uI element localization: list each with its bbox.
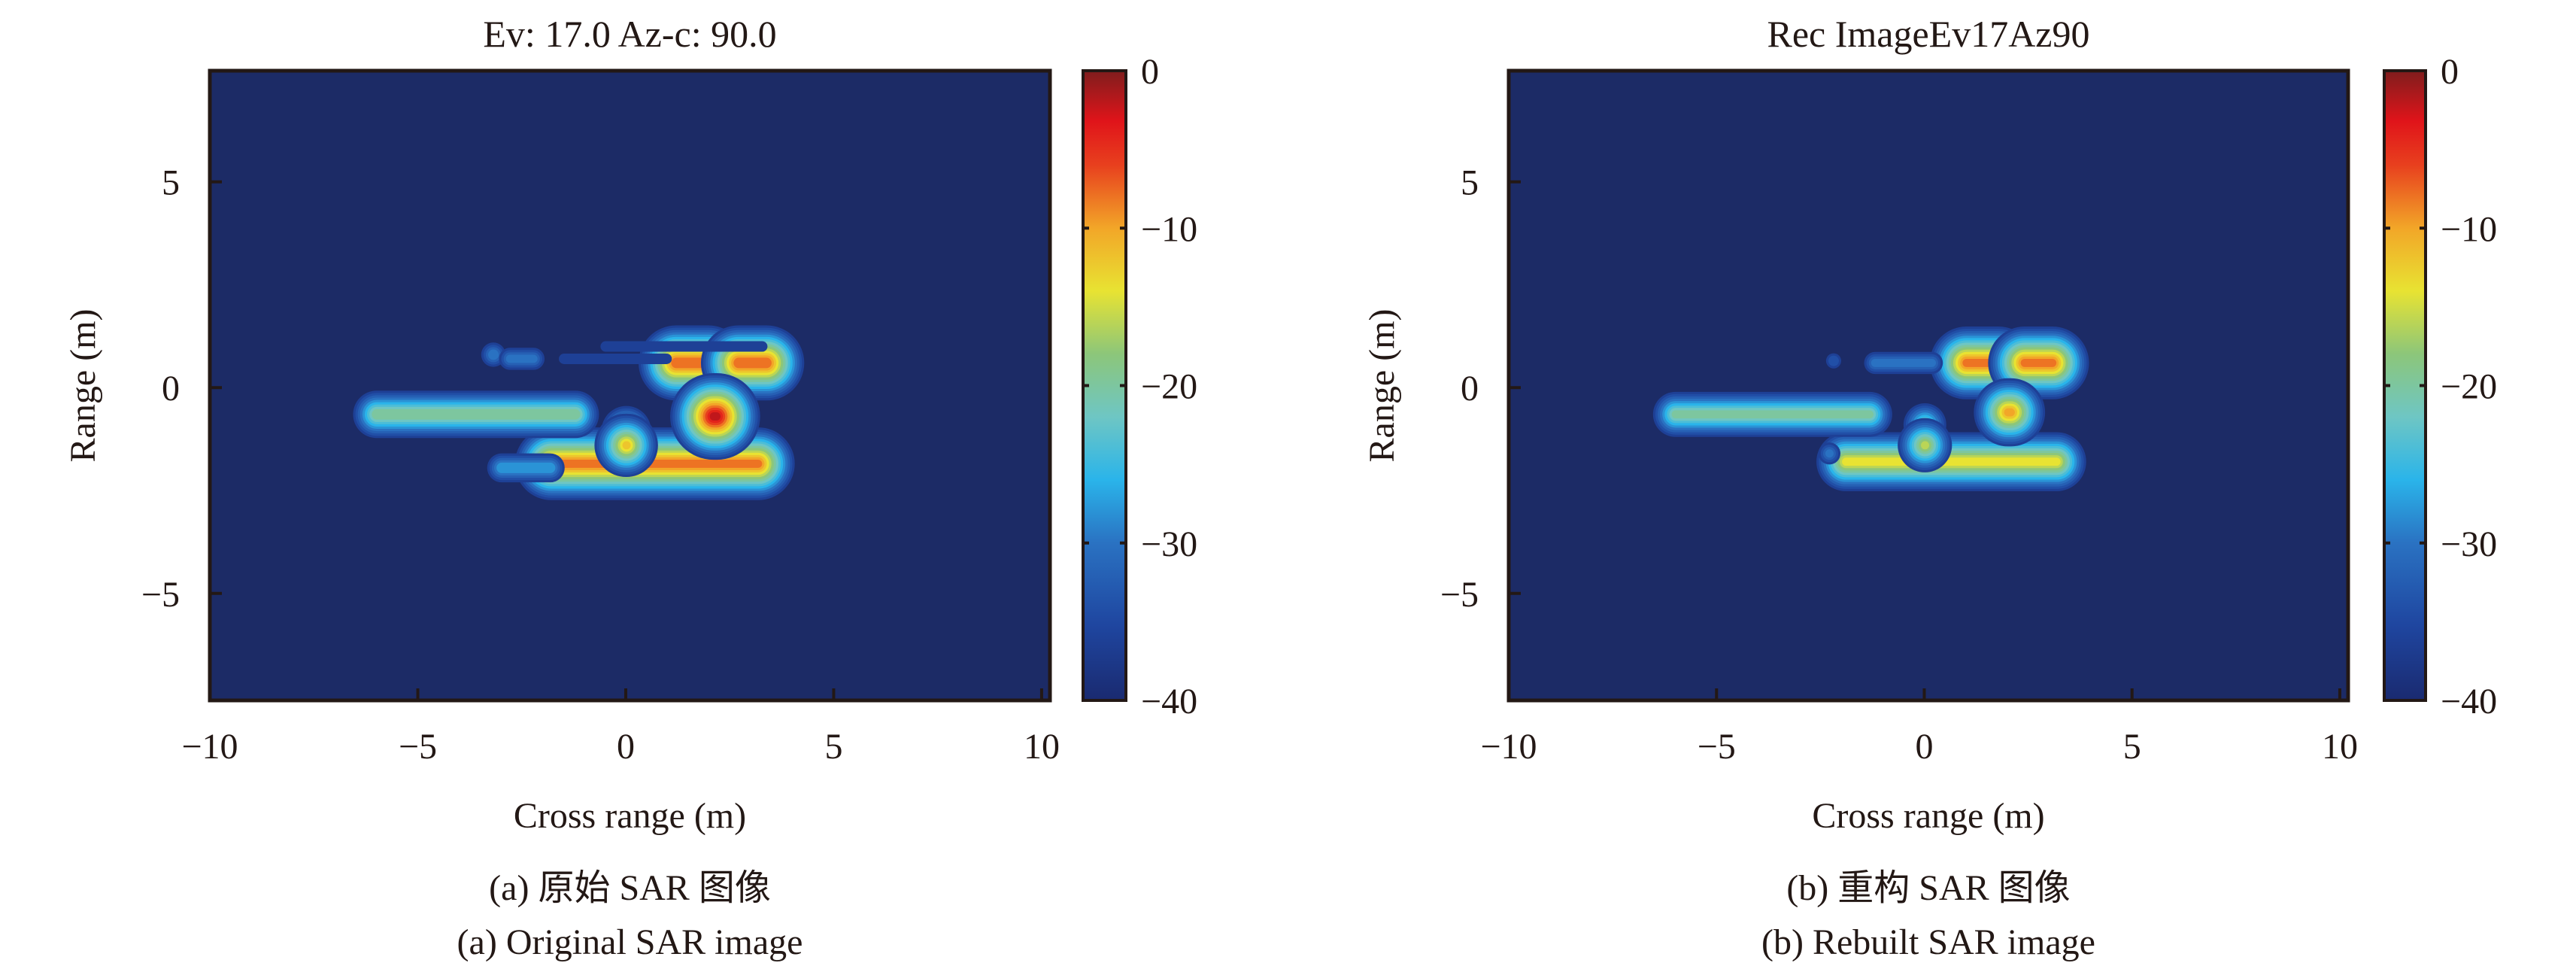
scatterer-level bbox=[622, 441, 631, 450]
scatterer-level bbox=[709, 412, 721, 421]
colorbar-tick-label: 0 bbox=[1141, 52, 1159, 92]
scatterer-7 bbox=[594, 413, 658, 478]
scatterer-8 bbox=[1825, 353, 1842, 369]
scatterer-level bbox=[488, 349, 499, 360]
colorbar-tick-label: −10 bbox=[2441, 209, 2497, 249]
scatterer-level bbox=[733, 357, 772, 369]
caption-english: (a) Original SAR image bbox=[457, 922, 803, 962]
y-tick-label: 5 bbox=[1461, 163, 1479, 203]
x-tick-label: 0 bbox=[1915, 727, 1933, 767]
colorbar-tick-label: −40 bbox=[1141, 682, 1197, 721]
y-axis-label: Range (m) bbox=[63, 309, 103, 463]
scatterer-9 bbox=[499, 348, 545, 370]
x-axis-label: Cross range (m) bbox=[1812, 796, 2044, 836]
scatterer-level bbox=[505, 354, 538, 363]
y-tick-label: −5 bbox=[1440, 575, 1479, 615]
y-tick-label: −5 bbox=[141, 575, 180, 615]
scatterer-level bbox=[372, 409, 581, 420]
scatterer-level bbox=[2004, 408, 2015, 417]
x-tick-label: 5 bbox=[2123, 727, 2141, 767]
colorbar-tick-label: 0 bbox=[2441, 52, 2459, 92]
y-tick-label: 0 bbox=[162, 369, 180, 409]
scatterer-level bbox=[600, 341, 768, 352]
x-tick-label: −10 bbox=[1480, 727, 1537, 767]
y-tick-label: 0 bbox=[1461, 369, 1479, 409]
x-tick-label: −5 bbox=[1698, 727, 1736, 767]
plot-background bbox=[1509, 71, 2348, 700]
colorbar bbox=[1082, 69, 1127, 702]
scatterer-0 bbox=[1816, 432, 2086, 491]
axes-frame bbox=[208, 68, 1052, 703]
x-tick-label: 10 bbox=[2322, 727, 2358, 767]
scatterer-level bbox=[548, 459, 763, 468]
chart-title: Rec ImageEv17Az90 bbox=[1767, 13, 2089, 55]
scatterer-level bbox=[1825, 449, 1834, 458]
caption-chinese: (a) 原始 SAR 图像 bbox=[489, 868, 771, 908]
colorbar bbox=[2383, 69, 2427, 702]
x-tick-label: −10 bbox=[181, 727, 238, 767]
x-tick-label: 10 bbox=[1024, 727, 1060, 767]
heatmap-image bbox=[1652, 327, 2089, 491]
scatterer-1 bbox=[487, 453, 565, 483]
caption-chinese: (b) 重构 SAR 图像 bbox=[1786, 868, 2070, 908]
scatterer-10 bbox=[600, 341, 768, 352]
caption-english: (b) Rebuilt SAR image bbox=[1761, 922, 2095, 962]
scatterer-level bbox=[496, 462, 556, 473]
scatterer-9 bbox=[1818, 442, 1841, 465]
scatterer-level bbox=[2020, 358, 2057, 367]
scatterer-6 bbox=[1898, 418, 1952, 472]
scatterer-level bbox=[1671, 410, 1874, 419]
scatterer-5 bbox=[670, 372, 760, 460]
colorbar-tick-label: −20 bbox=[1141, 367, 1197, 407]
colorbar-tick-label: −10 bbox=[1141, 209, 1197, 249]
scatterer-level bbox=[1871, 358, 1936, 367]
scatterer-level bbox=[1842, 457, 2061, 466]
colorbar-tick-label: −40 bbox=[2441, 682, 2497, 721]
panel-original: Ev: 17.0 Az-c: 90.0 −10 −5 0 5 10 5 0 −5 Cross ra… bbox=[63, 13, 1197, 962]
scatterer-7 bbox=[1864, 351, 1943, 375]
x-tick-label: 0 bbox=[617, 727, 635, 767]
panel-rebuilt: Rec ImageEv17Az90 −10 −5 0 5 10 5 0 −5 Cross rang… bbox=[1362, 13, 2497, 962]
x-tick-label: 5 bbox=[824, 727, 842, 767]
axes-frame bbox=[1506, 68, 2350, 703]
colorbar-tick-label: −20 bbox=[2441, 367, 2497, 407]
scatterer-2 bbox=[353, 390, 599, 439]
scatterer-11 bbox=[559, 353, 672, 364]
scatterer-level bbox=[1921, 441, 1929, 450]
colorbar-tick-label: −30 bbox=[2441, 524, 2497, 564]
scatterer-level bbox=[1828, 355, 1839, 366]
scatterer-level bbox=[559, 353, 672, 364]
heatmap-image bbox=[353, 325, 805, 500]
chart-title: Ev: 17.0 Az-c: 90.0 bbox=[483, 13, 776, 55]
colorbar-tick-label: −30 bbox=[1141, 524, 1197, 564]
y-axis-label: Range (m) bbox=[1362, 309, 1402, 463]
x-tick-label: −5 bbox=[399, 727, 437, 767]
x-axis-label: Cross range (m) bbox=[514, 796, 746, 836]
plot-background bbox=[210, 71, 1050, 700]
scatterer-4 bbox=[1974, 378, 2046, 447]
y-tick-label: 5 bbox=[162, 163, 180, 203]
scatterer-1 bbox=[1652, 391, 1892, 437]
